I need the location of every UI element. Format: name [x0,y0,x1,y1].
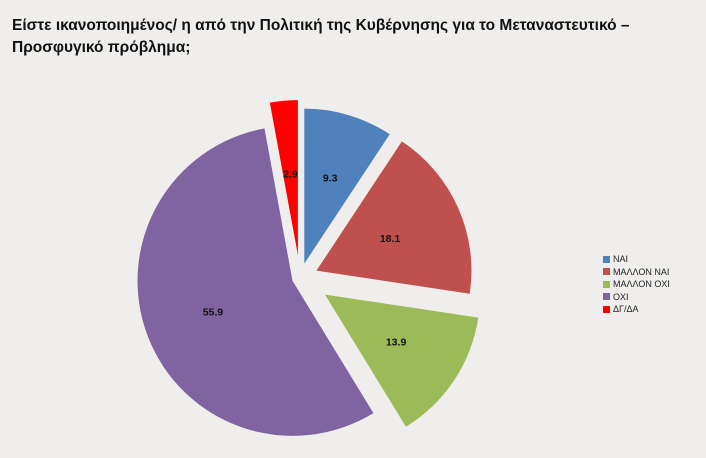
legend-swatch-1 [603,268,610,276]
legend-item-4: ΔΓ/ΔΑ [603,303,670,316]
legend-swatch-0 [603,255,610,263]
data-label-3: 55.9 [203,306,224,318]
chart-title-line1: Είστε ικανοποιημένος/ η από την Πολιτική… [12,17,630,34]
data-label-4: 2.9 [283,168,298,180]
pie-slice-2 [325,294,479,427]
legend-label-2: ΜΑΛΛΟΝ ΟΧΙ [613,279,670,290]
legend-label-3: ΟΧΙ [613,291,629,302]
pie-slice-1 [316,141,472,294]
legend-swatch-3 [603,293,610,301]
pie-slice-4 [269,100,298,256]
legend-swatch-2 [603,280,610,288]
legend-item-0: ΝΑΙ [603,253,670,266]
legend-label-1: ΜΑΛΛΟΝ ΝΑΙ [613,266,670,277]
chart-title: Είστε ικανοποιημένος/ η από την Πολιτική… [12,15,692,59]
legend-item-3: ΟΧΙ [603,291,670,304]
chart-title-line2: Προσφυγικό πρόβλημα; [12,39,191,56]
legend-swatch-4 [603,305,610,313]
data-label-0: 9.3 [323,173,338,185]
legend-item-2: ΜΑΛΛΟΝ ΟΧΙ [603,278,670,291]
pie-slice-0 [304,108,390,264]
legend-label-4: ΔΓ/ΔΑ [613,304,639,315]
data-label-2: 13.9 [386,337,407,349]
pie-slice-3 [137,128,374,436]
legend-item-1: ΜΑΛΛΟΝ ΝΑΙ [603,266,670,279]
chart-legend: ΝΑΙ ΜΑΛΛΟΝ ΝΑΙ ΜΑΛΛΟΝ ΟΧΙ ΟΧΙ ΔΓ/ΔΑ [603,253,670,316]
legend-label-0: ΝΑΙ [613,254,629,265]
data-label-1: 18.1 [380,233,401,245]
